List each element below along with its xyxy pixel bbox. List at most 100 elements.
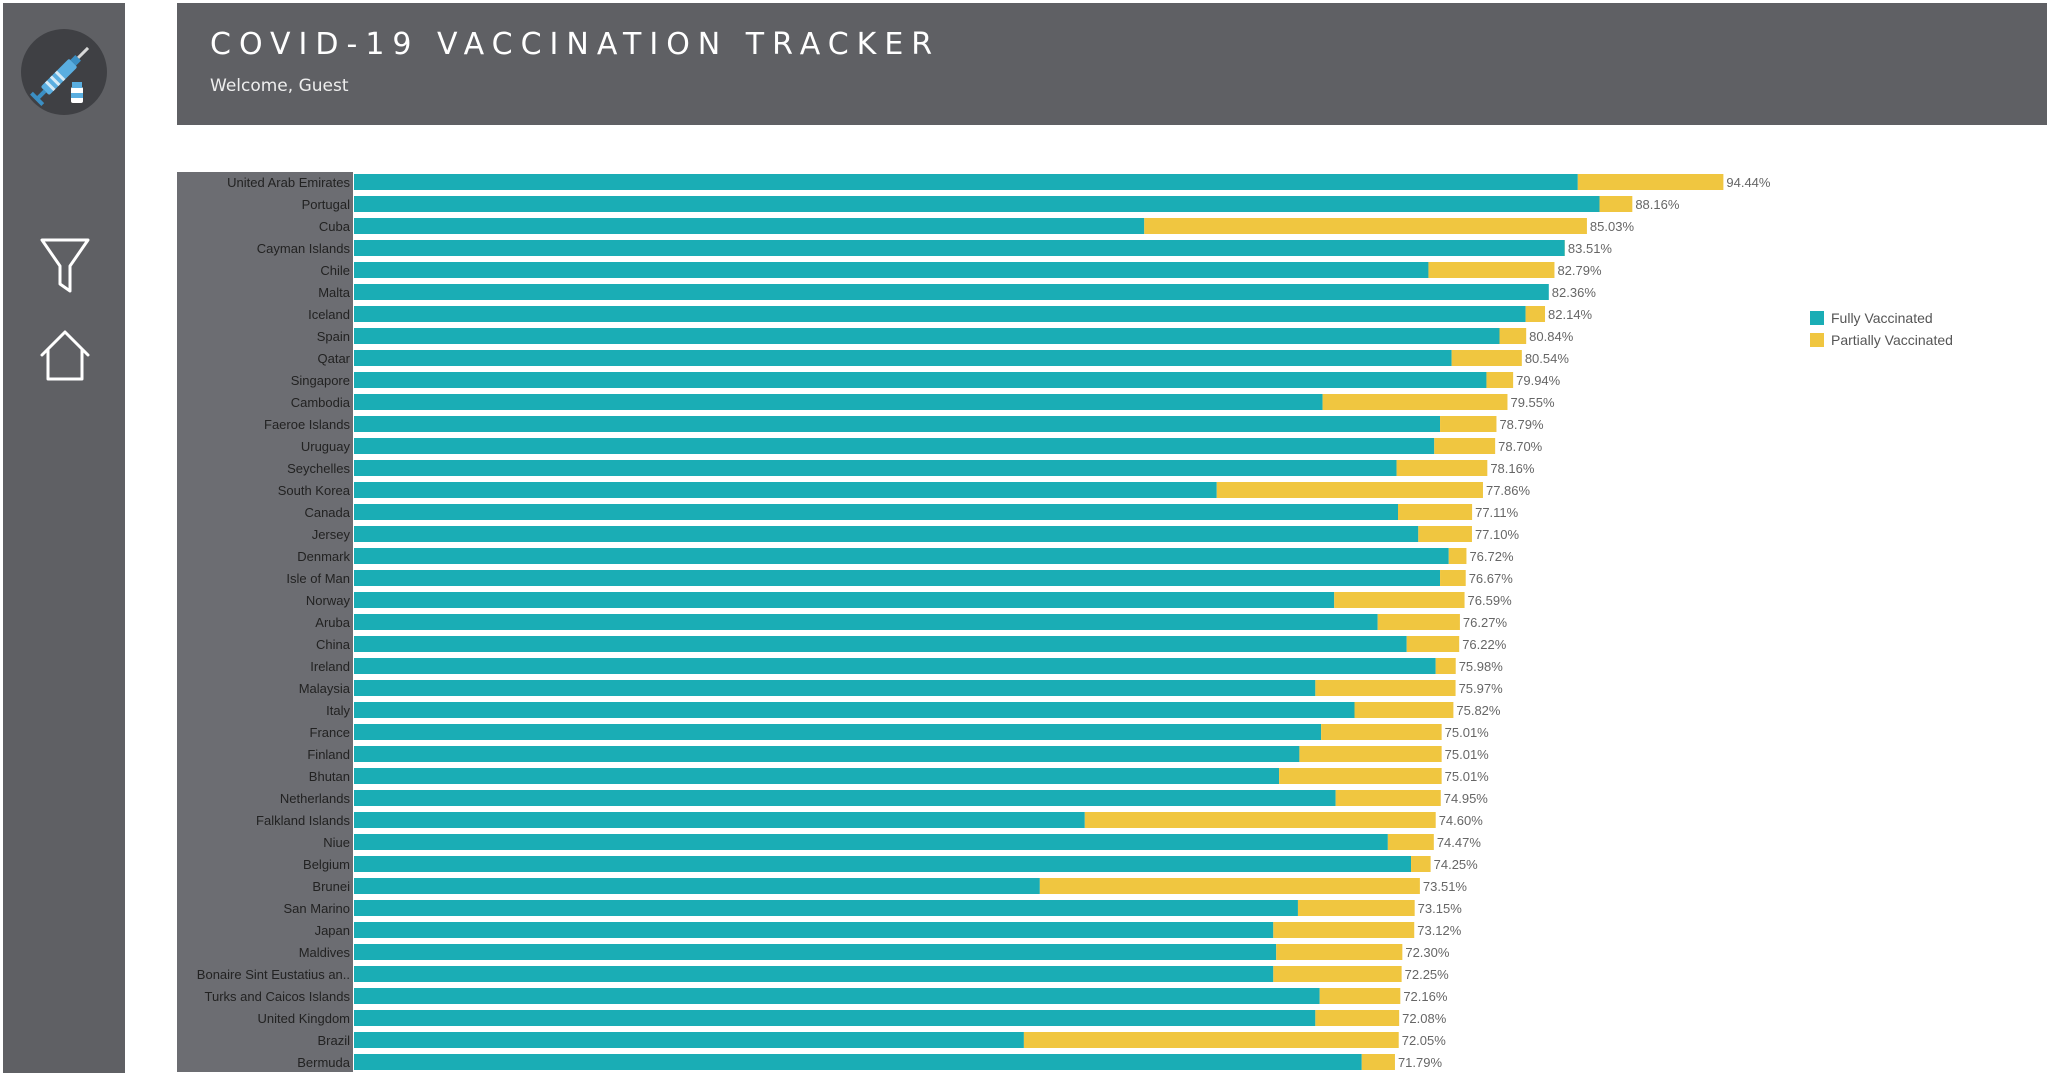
bar-fully-vaccinated[interactable] [354,438,1435,454]
bar-partially-vaccinated[interactable] [1387,834,1434,850]
bar-fully-vaccinated[interactable] [354,218,1145,234]
data-label: 72.05% [1402,1033,1447,1048]
bar-fully-vaccinated[interactable] [354,614,1378,630]
bar-partially-vaccinated[interactable] [1428,262,1555,278]
category-label: Isle of Man [286,571,350,586]
data-label: 76.72% [1469,549,1514,564]
bar-fully-vaccinated[interactable] [354,900,1298,916]
bar-partially-vaccinated[interactable] [1216,482,1483,498]
bar-partially-vaccinated[interactable] [1039,878,1420,894]
bar-partially-vaccinated[interactable] [1334,592,1465,608]
bar-partially-vaccinated[interactable] [1144,218,1587,234]
bar-partially-vaccinated[interactable] [1499,328,1527,344]
bar-partially-vaccinated[interactable] [1525,306,1546,322]
bar-fully-vaccinated[interactable] [354,460,1397,476]
bar-partially-vaccinated[interactable] [1273,922,1415,938]
bar-partially-vaccinated[interactable] [1435,658,1456,674]
bar-fully-vaccinated[interactable] [354,790,1336,806]
bar-fully-vaccinated[interactable] [354,856,1412,872]
bar-partially-vaccinated[interactable] [1440,570,1466,586]
bar-partially-vaccinated[interactable] [1315,680,1456,696]
bar-fully-vaccinated[interactable] [354,350,1452,366]
bar-partially-vaccinated[interactable] [1273,966,1402,982]
bar-fully-vaccinated[interactable] [354,636,1407,652]
data-label: 79.55% [1510,395,1555,410]
bar-fully-vaccinated[interactable] [354,372,1487,388]
bar-fully-vaccinated[interactable] [354,196,1600,212]
bar-partially-vaccinated[interactable] [1451,350,1522,366]
bar-fully-vaccinated[interactable] [354,482,1217,498]
bar-fully-vaccinated[interactable] [354,922,1274,938]
bar-fully-vaccinated[interactable] [354,262,1429,278]
bar-fully-vaccinated[interactable] [354,592,1335,608]
category-label: Bermuda [297,1055,351,1070]
bar-partially-vaccinated[interactable] [1335,790,1441,806]
bar-partially-vaccinated[interactable] [1315,1010,1400,1026]
category-label: Cayman Islands [257,241,351,256]
legend-item-partially[interactable]: Partially Vaccinated [1810,329,1953,351]
category-label: Bonaire Sint Eustatius an.. [197,967,350,982]
bar-partially-vaccinated[interactable] [1084,812,1436,828]
bar-fully-vaccinated[interactable] [354,416,1441,432]
bar-fully-vaccinated[interactable] [354,944,1277,960]
bar-fully-vaccinated[interactable] [354,504,1398,520]
bar-fully-vaccinated[interactable] [354,1054,1362,1070]
bar-fully-vaccinated[interactable] [354,1032,1024,1048]
category-label-band [177,172,353,1072]
data-label: 73.12% [1417,923,1462,938]
bar-partially-vaccinated[interactable] [1279,768,1442,784]
bar-fully-vaccinated[interactable] [354,306,1526,322]
bar-fully-vaccinated[interactable] [354,1010,1316,1026]
bar-fully-vaccinated[interactable] [354,702,1355,718]
data-label: 75.01% [1445,769,1490,784]
bar-partially-vaccinated[interactable] [1322,394,1508,410]
bar-partially-vaccinated[interactable] [1599,196,1633,212]
legend-item-fully[interactable]: Fully Vaccinated [1810,307,1953,329]
bar-partially-vaccinated[interactable] [1396,460,1488,476]
bar-partially-vaccinated[interactable] [1319,988,1401,1004]
bar-fully-vaccinated[interactable] [354,724,1322,740]
bar-partially-vaccinated[interactable] [1276,944,1403,960]
bar-fully-vaccinated[interactable] [354,526,1419,542]
bar-partially-vaccinated[interactable] [1023,1032,1399,1048]
bar-fully-vaccinated[interactable] [354,394,1323,410]
bar-fully-vaccinated[interactable] [354,240,1565,256]
data-label: 80.54% [1525,351,1570,366]
bar-fully-vaccinated[interactable] [354,812,1085,828]
data-label: 79.94% [1516,373,1561,388]
home-icon[interactable] [38,327,92,387]
bar-partially-vaccinated[interactable] [1440,416,1497,432]
app-title: COVID-19 VACCINATION TRACKER [210,27,941,62]
bar-fully-vaccinated[interactable] [354,680,1316,696]
bar-partially-vaccinated[interactable] [1448,548,1467,564]
bar-fully-vaccinated[interactable] [354,570,1441,586]
bar-partially-vaccinated[interactable] [1398,504,1473,520]
category-label: Cambodia [291,395,351,410]
bar-fully-vaccinated[interactable] [354,328,1500,344]
category-label: Malta [318,285,351,300]
bar-partially-vaccinated[interactable] [1361,1054,1395,1070]
bar-fully-vaccinated[interactable] [354,988,1320,1004]
bar-partially-vaccinated[interactable] [1377,614,1460,630]
bar-fully-vaccinated[interactable] [354,768,1280,784]
filter-icon[interactable] [38,236,92,296]
bar-partially-vaccinated[interactable] [1434,438,1496,454]
bar-partially-vaccinated[interactable] [1321,724,1442,740]
bar-partially-vaccinated[interactable] [1406,636,1460,652]
category-label: Uruguay [301,439,351,454]
bar-fully-vaccinated[interactable] [354,746,1300,762]
bar-partially-vaccinated[interactable] [1354,702,1454,718]
bar-fully-vaccinated[interactable] [354,548,1449,564]
bar-fully-vaccinated[interactable] [354,174,1578,190]
bar-partially-vaccinated[interactable] [1297,900,1415,916]
bar-partially-vaccinated[interactable] [1299,746,1442,762]
bar-fully-vaccinated[interactable] [354,834,1388,850]
bar-fully-vaccinated[interactable] [354,284,1549,300]
bar-partially-vaccinated[interactable] [1418,526,1472,542]
bar-partially-vaccinated[interactable] [1486,372,1514,388]
bar-partially-vaccinated[interactable] [1411,856,1431,872]
bar-fully-vaccinated[interactable] [354,658,1436,674]
bar-partially-vaccinated[interactable] [1577,174,1724,190]
bar-fully-vaccinated[interactable] [354,878,1040,894]
bar-fully-vaccinated[interactable] [354,966,1274,982]
